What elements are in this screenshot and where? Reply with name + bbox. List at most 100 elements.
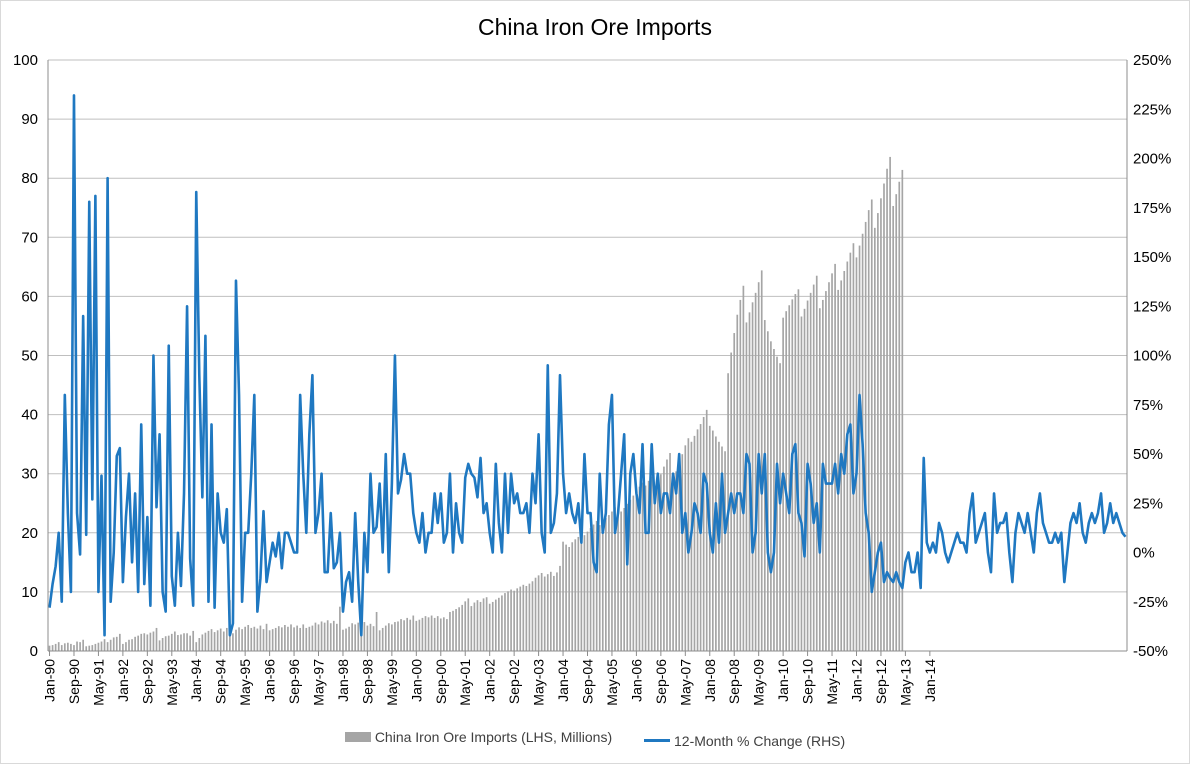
right-tick-label: 25%: [1133, 495, 1163, 512]
import-bar: [638, 486, 641, 651]
pct-change-series-line: [48, 94, 1127, 637]
import-bar: [534, 577, 537, 651]
import-bar: [589, 528, 592, 651]
import-bar: [277, 626, 280, 651]
import-bar: [488, 603, 491, 651]
import-bar: [660, 474, 662, 651]
import-bar: [623, 507, 626, 651]
import-bar: [439, 618, 442, 651]
import-bar: [461, 604, 464, 651]
import-bar: [870, 199, 873, 651]
import-bar: [800, 316, 803, 651]
import-bar: [329, 623, 332, 651]
right-tick-label: 150%: [1133, 249, 1171, 266]
import-bar: [115, 636, 118, 651]
import-bar: [400, 619, 402, 651]
x-tick-label: Sep-94: [213, 659, 229, 704]
import-bar: [94, 643, 97, 651]
import-bar: [317, 624, 320, 651]
x-tick-label: Jan-12: [848, 659, 864, 702]
import-bar: [889, 156, 891, 651]
import-bar: [883, 183, 885, 652]
x-tick-label: May-01: [457, 659, 473, 706]
import-bar: [455, 609, 457, 651]
import-bar: [67, 642, 69, 651]
import-bar: [770, 341, 772, 651]
x-tick-label: May-93: [164, 659, 180, 706]
import-bar: [449, 611, 451, 651]
import-bar: [207, 630, 210, 651]
left-tick-label: 0: [30, 643, 38, 660]
import-bar: [244, 626, 246, 651]
import-bar: [470, 606, 473, 651]
import-bar: [482, 598, 485, 651]
import-bar: [736, 314, 739, 651]
import-bar: [498, 597, 500, 651]
import-bar: [348, 626, 350, 651]
left-tick-label: 20: [21, 525, 38, 542]
import-bar: [146, 634, 149, 651]
x-tick-label: Jan-04: [555, 659, 571, 702]
import-bar: [745, 322, 748, 651]
import-bar: [592, 524, 595, 651]
import-bar: [424, 616, 427, 651]
import-bar: [247, 624, 250, 651]
import-bar: [669, 453, 671, 651]
import-bar: [427, 617, 430, 651]
import-bar: [892, 205, 895, 652]
x-tick-label: Sep-96: [286, 659, 302, 704]
import-bar: [773, 348, 775, 651]
import-bar: [724, 451, 726, 651]
import-bar: [326, 620, 329, 651]
import-bar: [525, 585, 528, 651]
import-bar: [681, 454, 684, 651]
import-bar: [48, 645, 51, 651]
import-bar: [85, 646, 88, 651]
x-tick-label: Jan-08: [702, 659, 718, 702]
import-bar: [540, 572, 543, 651]
right-tick-label: 250%: [1133, 52, 1171, 69]
import-bar: [284, 624, 286, 651]
import-bar: [595, 520, 598, 651]
x-axis-tick-labels: Jan-90 Sep-90 May-91 Jan-92 Sep-92 May-93 Jan-…: [42, 651, 938, 706]
import-bar: [852, 243, 855, 651]
import-bar: [225, 627, 228, 651]
import-bar: [213, 632, 216, 651]
import-bar: [268, 630, 271, 651]
import-bar: [522, 584, 525, 651]
import-bar: [825, 291, 827, 651]
left-tick-label: 10: [21, 584, 38, 601]
import-bar: [452, 610, 454, 651]
import-bar: [858, 245, 861, 651]
import-bar: [394, 622, 396, 651]
import-bar: [369, 623, 372, 651]
left-axis-tick-labels: 0 10 20 30 40 50 60 70 80 90 100: [13, 52, 38, 660]
x-tick-label: Jan-96: [262, 659, 278, 702]
import-bar: [531, 581, 534, 651]
import-bar: [122, 643, 124, 651]
import-bar: [886, 168, 888, 651]
import-bar: [776, 356, 778, 651]
import-bar: [797, 289, 800, 651]
left-tick-label: 60: [21, 288, 38, 305]
import-bar: [656, 481, 659, 651]
import-bar: [577, 536, 580, 651]
import-bar: [504, 593, 506, 651]
import-bar: [106, 642, 109, 651]
import-bar: [785, 311, 788, 651]
import-bar: [134, 636, 136, 651]
import-bar: [299, 627, 302, 651]
import-bar: [666, 459, 668, 651]
x-tick-label: May-99: [384, 659, 400, 706]
import-bar: [516, 588, 519, 651]
right-tick-label: -25%: [1133, 594, 1168, 611]
import-bar: [296, 625, 298, 651]
right-tick-label: 225%: [1133, 101, 1171, 118]
import-bar: [109, 639, 112, 651]
import-bar: [586, 531, 589, 651]
import-bar: [143, 633, 146, 651]
import-bar: [742, 285, 745, 651]
import-bar: [877, 213, 879, 651]
x-tick-label: May-11: [824, 659, 840, 705]
import-bar: [601, 521, 604, 651]
